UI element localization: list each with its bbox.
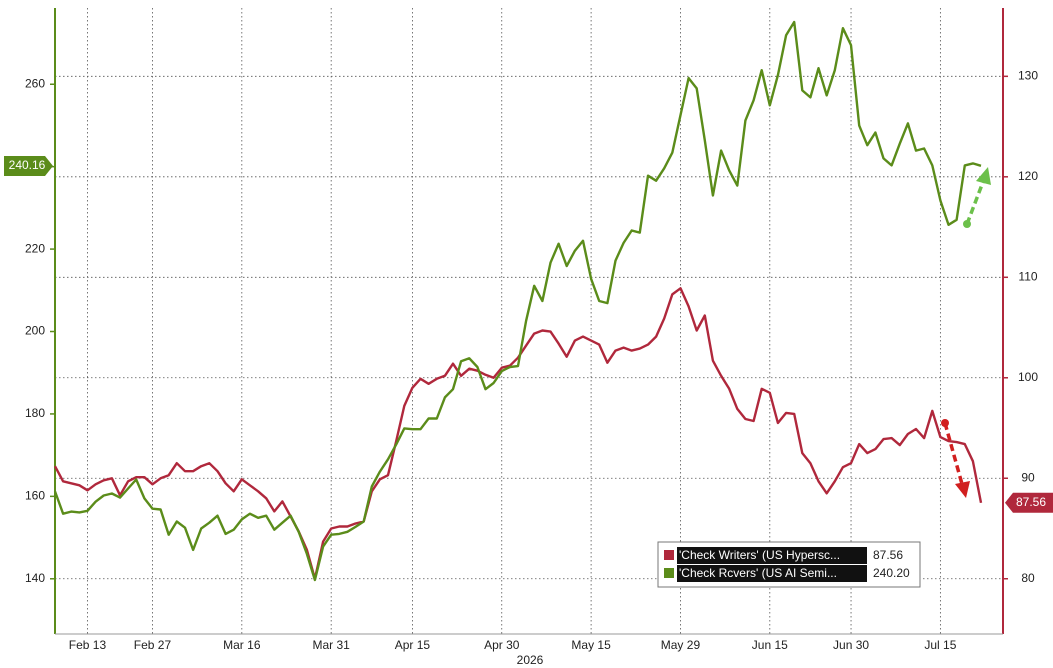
y-tick-label: 180 — [25, 406, 45, 420]
legend-name-bg — [677, 565, 867, 582]
value-badge-label: 240.16 — [9, 158, 46, 172]
y2-tick-label: 130 — [1018, 68, 1038, 82]
legend-name: 'Check Rcvers' (US AI Semi... — [679, 566, 837, 580]
x-tick-label: Apr 30 — [484, 638, 520, 652]
red-arrow-dot — [941, 419, 949, 427]
legend-name-bg — [677, 547, 867, 564]
legend: 'Check Writers' (US Hypersc... 87.56 'Chec… — [657, 541, 921, 588]
y2-tick-label: 100 — [1018, 370, 1038, 384]
legend-swatch — [664, 550, 674, 560]
value-badge — [1005, 492, 1053, 513]
y-tick-label: 140 — [25, 571, 45, 585]
red-arrowhead — [955, 481, 970, 498]
x-tick-label: Jul 15 — [924, 638, 956, 652]
y2-tick-label: 110 — [1018, 269, 1037, 283]
x-tick-label: May 15 — [571, 638, 611, 652]
x-tick-label: Mar 16 — [223, 638, 261, 652]
x-tick-label: May 29 — [661, 638, 701, 652]
legend-swatch — [664, 568, 674, 578]
annotation-arrows — [941, 167, 991, 498]
x-tick-label: Mar 31 — [312, 638, 350, 652]
value-badge-label: 87.56 — [1016, 495, 1046, 509]
x-tick-label: Jun 30 — [833, 638, 869, 652]
x-axis-label: 2026 — [517, 653, 544, 667]
green-arrowhead — [976, 167, 991, 185]
y-tick-label: 260 — [25, 76, 45, 90]
x-tick-label: Feb 13 — [69, 638, 107, 652]
legend-value: 240.20 — [873, 566, 910, 580]
y-tick-label: 220 — [25, 241, 45, 255]
legend-name: 'Check Writers' (US Hypersc... — [679, 548, 840, 562]
series-line — [53, 287, 983, 580]
y2-tick-label: 80 — [1021, 571, 1035, 585]
value-badge — [4, 156, 53, 177]
x-tick-label: Apr 15 — [395, 638, 431, 652]
y2-tick-label: 120 — [1018, 169, 1038, 183]
green-arrow — [965, 181, 985, 225]
y2-tick-label: 90 — [1021, 470, 1035, 484]
legend-value: 87.56 — [873, 548, 903, 562]
green-arrow-dot — [963, 220, 971, 228]
y-tick-label: 200 — [25, 324, 45, 338]
x-tick-label: Jun 15 — [752, 638, 788, 652]
y-tick-label: 160 — [25, 489, 45, 503]
series-line — [53, 20, 982, 582]
x-tick-label: Feb 27 — [134, 638, 172, 652]
